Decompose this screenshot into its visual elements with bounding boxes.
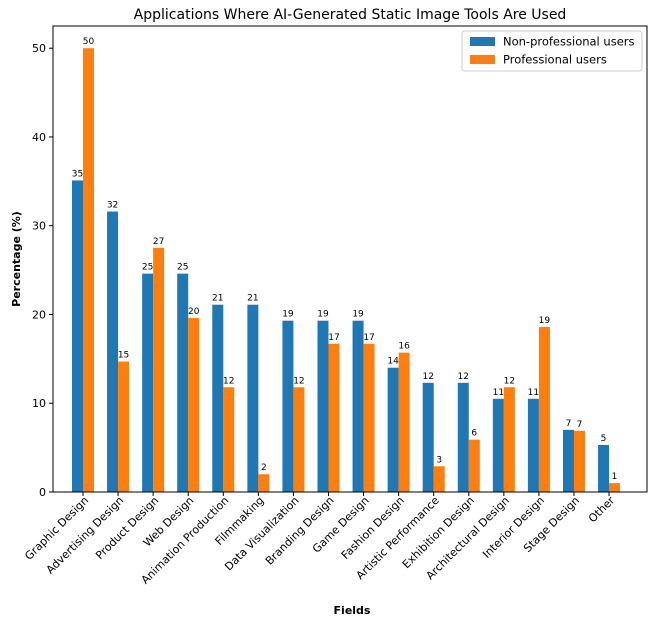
data-label-pro-web-design: 20 xyxy=(188,307,200,317)
x-tick-label: Product Design xyxy=(93,494,161,562)
bar-nonpro-fashion-design xyxy=(387,367,399,492)
bar-nonpro-game-design xyxy=(352,320,364,492)
y-tick-label: 50 xyxy=(32,42,46,55)
data-label-nonpro-other: 5 xyxy=(601,434,607,444)
y-tick-label: 20 xyxy=(32,308,46,321)
bar-nonpro-product-design xyxy=(142,273,154,492)
data-label-nonpro-game-design: 19 xyxy=(352,310,364,320)
bar-nonpro-interior-design xyxy=(527,398,539,492)
x-tick-label: Fashion Design xyxy=(339,494,407,562)
bar-pro-web-design xyxy=(188,318,200,492)
bar-nonpro-web-design xyxy=(177,273,189,492)
data-label-pro-graphic-design: 50 xyxy=(83,37,95,47)
bar-pro-other xyxy=(609,483,621,492)
legend-swatch xyxy=(470,37,495,46)
bar-nonpro-artistic-performance xyxy=(422,382,434,492)
data-label-pro-architectural-design: 12 xyxy=(504,376,515,386)
bar-pro-fashion-design xyxy=(398,352,410,492)
plot-frame xyxy=(52,25,648,493)
data-label-nonpro-interior-design: 11 xyxy=(528,388,539,398)
data-label-nonpro-web-design: 25 xyxy=(177,263,188,273)
bar-nonpro-advertising-design xyxy=(107,211,119,492)
y-tick-label: 40 xyxy=(32,131,46,144)
data-label-nonpro-stage-design: 7 xyxy=(566,419,572,429)
bar-nonpro-graphic-design xyxy=(72,180,83,492)
data-label-nonpro-branding-design: 19 xyxy=(317,310,329,320)
data-label-pro-interior-design: 19 xyxy=(539,316,551,326)
x-tick-label: Interior Design xyxy=(480,494,547,561)
bar-pro-artistic-performance xyxy=(433,466,445,492)
bar-nonpro-other xyxy=(598,444,610,492)
bar-pro-stage-design xyxy=(573,430,585,492)
bar-nonpro-branding-design xyxy=(317,320,329,492)
data-label-nonpro-architectural-design: 11 xyxy=(493,388,504,398)
x-tick-label: Other xyxy=(586,494,618,526)
bar-pro-data-visualization xyxy=(293,387,305,492)
chart-title: Applications Where AI-Generated Static I… xyxy=(134,7,567,23)
legend: Non-professional users Professional users xyxy=(461,30,643,72)
bar-pro-animation-production xyxy=(223,387,235,492)
data-label-nonpro-animation-production: 21 xyxy=(212,294,223,304)
bar-pro-interior-design xyxy=(538,326,550,492)
data-label-pro-artistic-performance: 3 xyxy=(436,455,442,465)
legend-label: Non-professional users xyxy=(503,35,635,49)
data-label-pro-product-design: 27 xyxy=(153,237,164,247)
bar-nonpro-architectural-design xyxy=(492,398,504,492)
y-tick-label: 10 xyxy=(32,397,46,410)
data-label-pro-branding-design: 17 xyxy=(328,333,339,343)
bar-nonpro-exhibition-design xyxy=(457,382,469,492)
data-label-pro-stage-design: 7 xyxy=(577,420,583,430)
bar-pro-branding-design xyxy=(328,343,340,492)
bar-pro-product-design xyxy=(153,247,165,492)
x-axis-title: Fields xyxy=(334,604,371,617)
data-label-nonpro-exhibition-design: 12 xyxy=(458,372,469,382)
legend-label: Professional users xyxy=(503,53,607,67)
data-label-nonpro-filmmaking: 21 xyxy=(247,294,258,304)
data-label-pro-data-visualization: 12 xyxy=(293,376,304,386)
y-axis-title: Percentage (%) xyxy=(10,211,23,307)
bar-pro-architectural-design xyxy=(503,387,515,492)
legend-swatch xyxy=(470,55,495,64)
data-label-pro-game-design: 17 xyxy=(363,333,374,343)
bar-pro-filmmaking xyxy=(258,474,270,492)
data-label-nonpro-product-design: 25 xyxy=(142,263,153,273)
bar-pro-game-design xyxy=(363,343,375,492)
y-tick-label: 30 xyxy=(32,220,46,233)
data-label-pro-exhibition-design: 6 xyxy=(471,429,477,439)
bar-nonpro-filmmaking xyxy=(247,304,259,492)
y-axis: 0 10 20 30 40 50 xyxy=(32,42,53,499)
data-label-nonpro-data-visualization: 19 xyxy=(282,310,294,320)
data-label-pro-filmmaking: 2 xyxy=(261,463,267,473)
x-tick-label: Graphic Design xyxy=(22,494,91,563)
data-label-pro-fashion-design: 16 xyxy=(398,342,410,352)
bar-pro-exhibition-design xyxy=(468,439,480,492)
y-tick-label: 0 xyxy=(39,486,46,499)
bars-group xyxy=(72,48,621,492)
bar-nonpro-data-visualization xyxy=(282,320,294,492)
bar-nonpro-stage-design xyxy=(562,429,574,492)
bar-pro-advertising-design xyxy=(118,361,130,492)
data-label-pro-other: 1 xyxy=(612,472,618,482)
data-label-pro-advertising-design: 15 xyxy=(118,351,129,361)
data-label-nonpro-artistic-performance: 12 xyxy=(422,372,433,382)
data-label-pro-animation-production: 12 xyxy=(223,376,234,386)
bar-pro-graphic-design xyxy=(83,48,94,492)
data-label-nonpro-advertising-design: 32 xyxy=(107,201,118,211)
data-label-nonpro-graphic-design: 35 xyxy=(72,169,83,179)
bar-nonpro-animation-production xyxy=(212,304,224,492)
data-label-nonpro-fashion-design: 14 xyxy=(387,357,399,367)
legend-box xyxy=(461,30,643,72)
